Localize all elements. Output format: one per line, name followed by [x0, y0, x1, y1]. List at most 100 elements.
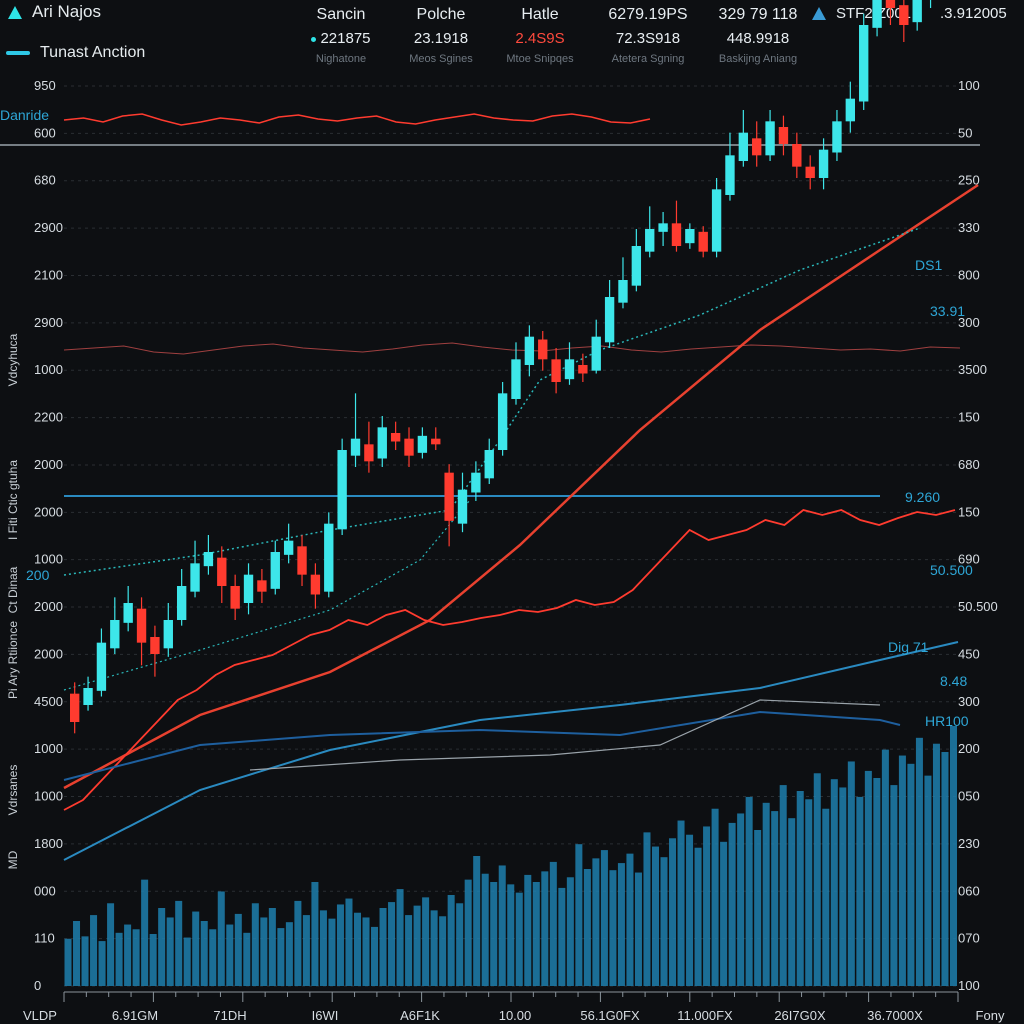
candle-body: [885, 0, 896, 8]
candle-body: [818, 149, 829, 178]
volume-bar: [345, 898, 353, 986]
candle-body: [645, 229, 655, 252]
upper-series-red: [63, 113, 651, 126]
left-axis-label: 600: [34, 125, 56, 140]
right-axis-label: 330: [958, 220, 980, 235]
candle-body: [350, 438, 361, 456]
volume-bar: [490, 882, 498, 986]
stat-6279[interactable]: 6279.19PS 72.3S918 Atetera Sgning: [598, 6, 698, 65]
subtitle-bar-icon: [6, 51, 30, 55]
volume-bar: [98, 941, 106, 986]
ticker-symbol: .3.912005: [940, 5, 1007, 22]
volume-bar: [609, 870, 617, 986]
volume-bar: [617, 863, 625, 986]
candle-body: [217, 557, 227, 586]
annotation-label: 33.91: [930, 303, 965, 319]
volume-bar: [507, 884, 515, 986]
volume-bar: [175, 900, 183, 986]
volume-bar: [132, 929, 140, 986]
candle-body: [859, 25, 869, 102]
app-title-text: Ari Najos: [32, 2, 101, 21]
volume-bar: [669, 838, 677, 986]
candle-body: [792, 144, 802, 167]
candle-body: [538, 339, 548, 360]
volume-bar: [319, 910, 327, 986]
side-label: MD: [6, 850, 20, 869]
stat-sub: Meos Sgines: [409, 53, 473, 65]
right-axis-label: 200: [958, 741, 980, 756]
candle-body: [471, 472, 481, 493]
candle-body: [457, 489, 468, 524]
candle-body: [578, 365, 588, 374]
volume-bar: [336, 904, 344, 986]
volume-bar: [643, 832, 651, 986]
volume-bar: [728, 822, 736, 986]
candle-body: [752, 138, 762, 156]
volume-bar: [90, 915, 98, 986]
volume-bar: [549, 861, 557, 986]
volume-bar: [839, 787, 847, 986]
volume-bar: [532, 882, 540, 986]
volume-bar: [524, 874, 532, 986]
volume-bar: [634, 872, 642, 986]
x-axis-label: I6WI: [312, 1008, 339, 1023]
volume-bar: [694, 847, 702, 986]
ma-blue-lower: [63, 710, 901, 781]
left-axis-label: 110: [34, 931, 55, 946]
x-axis-label: 36.7000X: [867, 1008, 923, 1023]
volume-bar: [217, 891, 225, 986]
left-axis-label: 2000: [34, 457, 63, 472]
left-axis-label: 2000: [34, 599, 63, 614]
volume-bar: [720, 841, 728, 986]
x-axis-label: Fony: [976, 1008, 1005, 1023]
x-axis-label: VLDP: [23, 1008, 57, 1023]
candle-body: [591, 336, 601, 371]
stat-polche[interactable]: Polche 23.1918 Meos Sgines: [396, 6, 486, 65]
stat-329[interactable]: 329 79 118 448.9918 Baskijng Aniang: [706, 6, 810, 65]
stat-label: Polche: [416, 6, 466, 23]
stat-sub: Nighatone: [315, 53, 367, 65]
candle-body: [96, 642, 107, 691]
ticker-3912[interactable]: .3.912005: [940, 5, 1007, 22]
volume-bar: [703, 826, 711, 986]
volume-bar: [328, 918, 336, 986]
right-axis-label: 050: [958, 789, 980, 804]
annotations: Danride 200 DS1 9.260 Dig 71 HR100 8.48 33.91 50…: [0, 107, 973, 729]
right-axis-label: 100: [958, 978, 980, 993]
candle-body: [297, 546, 307, 575]
candle-body: [671, 223, 682, 246]
candle-body: [484, 450, 494, 479]
candle-body: [390, 433, 401, 442]
volume-bar: [626, 853, 634, 986]
volume-bar: [575, 844, 583, 986]
volume-bar: [745, 796, 753, 986]
volume-bar: [64, 938, 72, 986]
candle-body: [123, 603, 133, 623]
dot-icon: [311, 36, 317, 42]
x-axis-label: 10.00: [499, 1008, 532, 1023]
volume-bar: [405, 915, 413, 986]
candle-body: [725, 155, 735, 195]
volume-bar: [932, 743, 940, 986]
candle-body: [176, 586, 187, 620]
right-axis-label: 690: [958, 552, 980, 567]
volume-bar: [558, 887, 566, 986]
stat-hatle[interactable]: Hatle 2.4S9S Mtoe Snipqes: [492, 6, 588, 65]
candle-body: [604, 297, 615, 343]
stat-sancin[interactable]: Sancin 221875 Nighatone: [296, 6, 386, 65]
stat-label: Sancin: [316, 6, 366, 23]
x-axis-label: 11.000FX: [677, 1008, 733, 1023]
annotation-label: 50.500: [930, 562, 973, 578]
volume-bar: [141, 879, 149, 986]
volume-bar: [830, 779, 838, 986]
lower-series-red: [63, 509, 956, 811]
volume-bar: [285, 922, 293, 986]
candle-body: [658, 223, 668, 232]
candle-body: [805, 166, 815, 178]
right-axis-label: 300: [958, 315, 980, 330]
volume-bar: [924, 775, 932, 986]
volume-bar: [788, 818, 796, 986]
volume-bar: [907, 763, 915, 986]
volume-bar: [396, 889, 404, 986]
